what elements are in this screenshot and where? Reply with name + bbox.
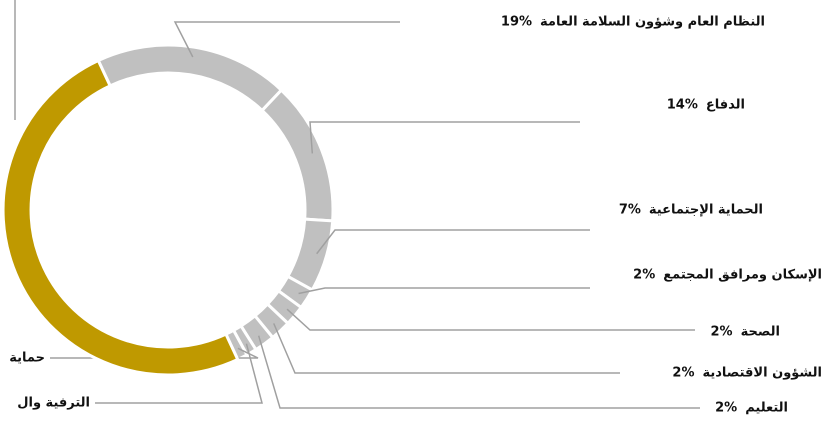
- slice-label: التعليم: [745, 401, 788, 416]
- slice-label: حماية: [9, 351, 45, 366]
- value-label: 2%: [633, 268, 655, 283]
- donut-segment: [1, 58, 240, 377]
- slice-label: النظام العام وشؤون السلامة العامة: [540, 15, 765, 30]
- leader-line: [286, 308, 695, 331]
- value-label: 2%: [711, 325, 733, 340]
- value-label: 14%: [667, 98, 698, 113]
- donut-segment: [96, 43, 284, 113]
- leader-line: [257, 335, 700, 409]
- slice-label: الإسكان ومرافق المجتمع: [663, 268, 822, 283]
- slice-label: الترفية وال: [17, 396, 90, 411]
- leader-line: [298, 287, 590, 295]
- donut-segment: [260, 87, 335, 223]
- leader-line: [316, 229, 590, 255]
- slice-label: الدفاع: [706, 98, 745, 113]
- slice-label: الشؤون الاقتصادية: [702, 366, 822, 381]
- value-label: 7%: [619, 203, 641, 218]
- slice-label: الحماية الإجتماعية: [649, 203, 763, 218]
- leader-line: [309, 121, 580, 154]
- value-label: 2%: [715, 401, 737, 416]
- slice-label: الصحة: [741, 325, 780, 340]
- value-label: 2%: [672, 366, 694, 381]
- value-label: 19%: [501, 15, 532, 30]
- leader-line: [273, 323, 620, 374]
- leader-line: [95, 343, 263, 404]
- leader-line: [173, 21, 400, 58]
